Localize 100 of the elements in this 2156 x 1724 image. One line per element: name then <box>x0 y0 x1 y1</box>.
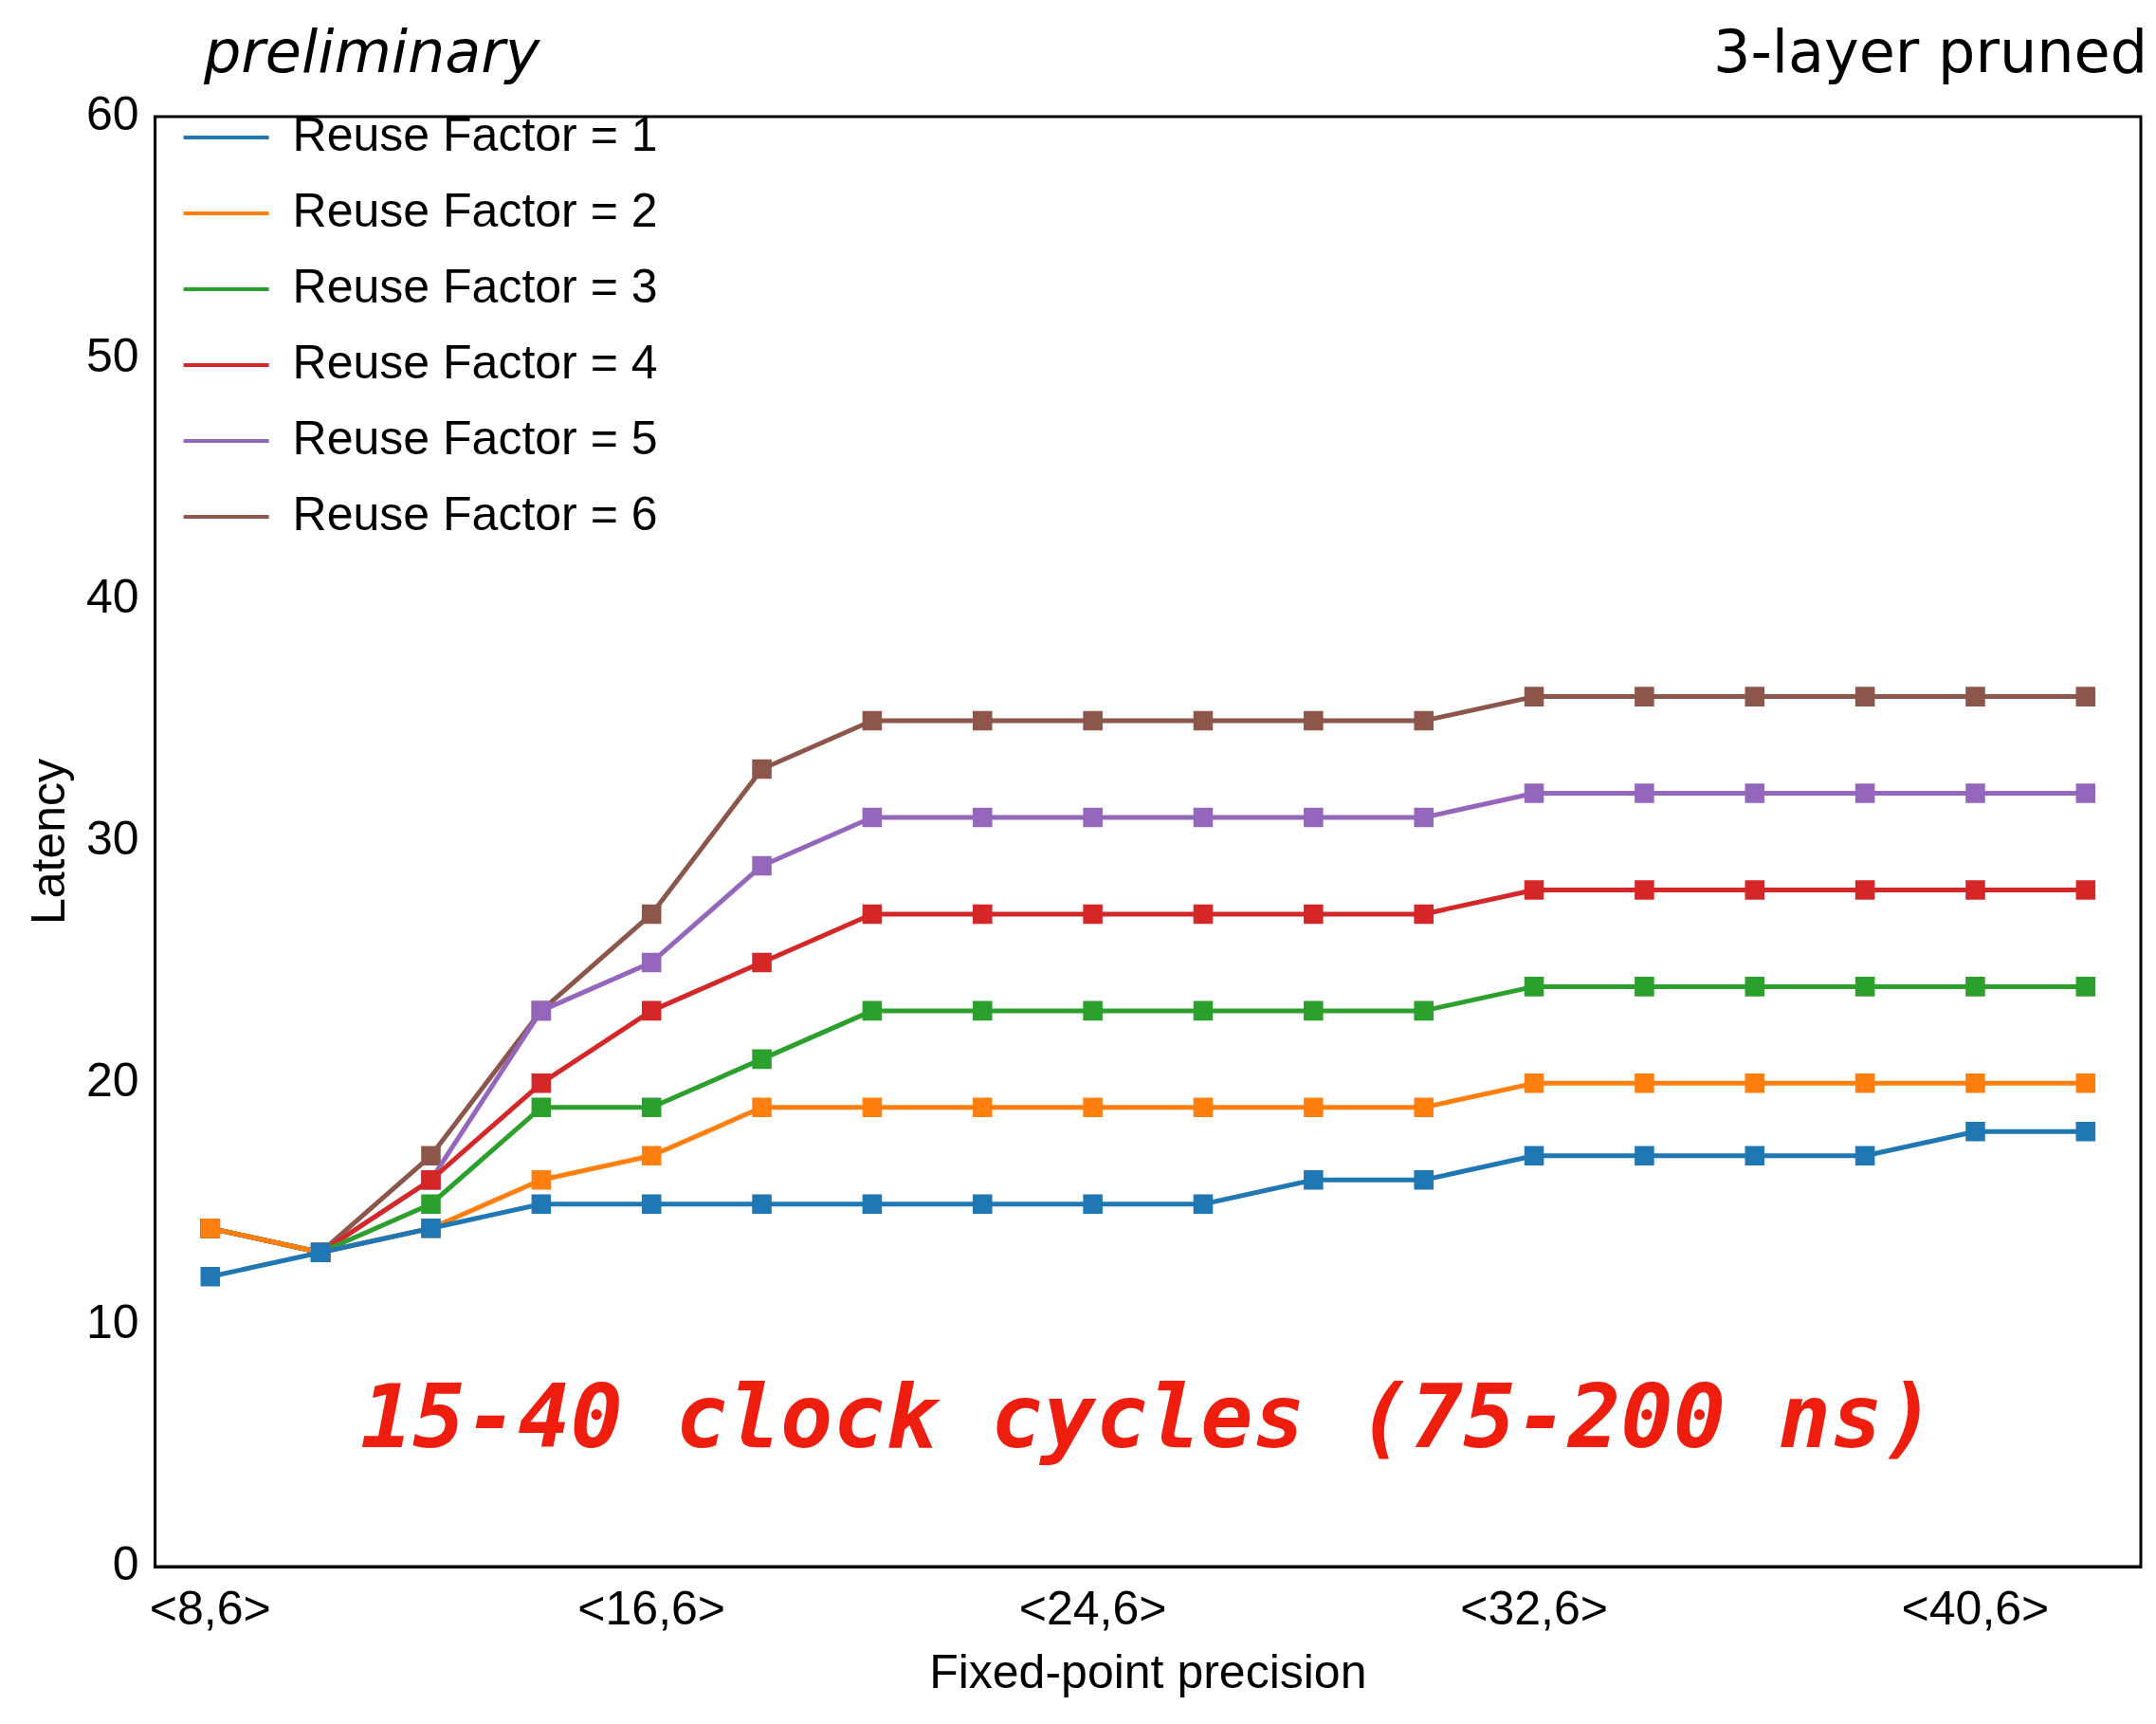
point <box>752 1049 772 1070</box>
point <box>1083 1097 1103 1118</box>
point <box>2075 783 2096 803</box>
point <box>1414 710 1434 731</box>
point <box>862 1097 883 1118</box>
point <box>1855 783 1875 803</box>
y-tick-label: 50 <box>85 328 139 382</box>
point <box>1524 1146 1544 1166</box>
legend-label: Reuse Factor = 4 <box>292 335 658 389</box>
annotation: 15-40 clock cycles (75-200 ns) <box>359 1366 1936 1468</box>
point <box>1524 783 1544 803</box>
point <box>1083 710 1103 731</box>
point <box>1083 1194 1103 1215</box>
point <box>1083 904 1103 925</box>
point <box>1965 1073 1985 1093</box>
point <box>1304 710 1324 731</box>
point <box>531 1194 552 1215</box>
chart-subtitle: 3-layer pruned <box>1712 17 2147 86</box>
point <box>1083 807 1103 828</box>
point <box>1635 1073 1654 1093</box>
y-tick-label: 30 <box>85 812 139 866</box>
point <box>1965 783 1985 803</box>
point <box>1193 1097 1214 1118</box>
point <box>1193 807 1214 828</box>
y-axis-title: Latency <box>21 758 75 926</box>
point <box>1524 1073 1544 1093</box>
point <box>1414 904 1434 925</box>
point <box>1635 783 1654 803</box>
legend-label: Reuse Factor = 3 <box>292 259 658 313</box>
point <box>752 952 772 973</box>
point <box>1855 880 1875 900</box>
y-tick-label: 40 <box>85 570 139 624</box>
point <box>1193 1194 1214 1215</box>
point <box>1855 977 1875 997</box>
point <box>200 1266 221 1287</box>
point <box>1965 880 1985 900</box>
point <box>1635 977 1654 997</box>
x-tick-label: <32,6> <box>1460 1581 1608 1635</box>
point <box>1414 1169 1434 1190</box>
point <box>1193 710 1214 731</box>
x-tick-label: <16,6> <box>577 1581 726 1635</box>
point <box>641 1194 662 1215</box>
point <box>1855 1073 1875 1093</box>
legend-label: Reuse Factor = 5 <box>292 411 658 465</box>
point <box>1745 1073 1765 1093</box>
point <box>752 759 772 779</box>
y-tick-label: 0 <box>112 1536 139 1590</box>
point <box>531 1073 552 1093</box>
point <box>1414 807 1434 828</box>
point <box>1193 1000 1214 1021</box>
point <box>531 1169 552 1190</box>
point <box>1965 687 1985 706</box>
y-tick-label: 10 <box>85 1294 139 1348</box>
point <box>531 1097 552 1118</box>
x-tick-label: <40,6> <box>1901 1581 2050 1635</box>
x-tick-label: <8,6> <box>149 1581 271 1635</box>
point <box>1304 807 1324 828</box>
point <box>862 1194 883 1215</box>
point <box>1745 977 1765 997</box>
point <box>1855 687 1875 706</box>
point <box>973 1194 993 1215</box>
x-tick-label: <24,6> <box>1018 1581 1167 1635</box>
legend-label: Reuse Factor = 2 <box>292 183 658 237</box>
point <box>752 1097 772 1118</box>
point <box>752 1194 772 1215</box>
point <box>862 710 883 731</box>
point <box>2075 880 2096 900</box>
point <box>1193 904 1214 925</box>
point <box>421 1194 441 1215</box>
point <box>1524 880 1544 900</box>
point <box>973 1097 993 1118</box>
point <box>641 1097 662 1118</box>
point <box>1965 977 1985 997</box>
y-tick-label: 20 <box>85 1054 139 1108</box>
point <box>752 855 772 876</box>
chart-title: preliminary <box>204 17 540 86</box>
point <box>2075 1122 2096 1142</box>
point <box>2075 977 2096 997</box>
point <box>1745 783 1765 803</box>
point <box>1745 880 1765 900</box>
point <box>1304 904 1324 925</box>
legend-label: Reuse Factor = 6 <box>292 486 658 541</box>
point <box>973 904 993 925</box>
point <box>2075 1073 2096 1093</box>
point <box>1524 977 1544 997</box>
point <box>1745 687 1765 706</box>
point <box>641 1000 662 1021</box>
point <box>973 710 993 731</box>
point <box>1745 1146 1765 1166</box>
point <box>641 1146 662 1166</box>
legend-label: Reuse Factor = 1 <box>292 107 658 161</box>
y-tick-label: 60 <box>85 86 139 140</box>
point <box>1635 1146 1654 1166</box>
point <box>1965 1122 1985 1142</box>
point <box>1083 1000 1103 1021</box>
point <box>1304 1169 1324 1190</box>
point <box>862 1000 883 1021</box>
point <box>641 952 662 973</box>
point <box>1635 880 1654 900</box>
point <box>973 1000 993 1021</box>
